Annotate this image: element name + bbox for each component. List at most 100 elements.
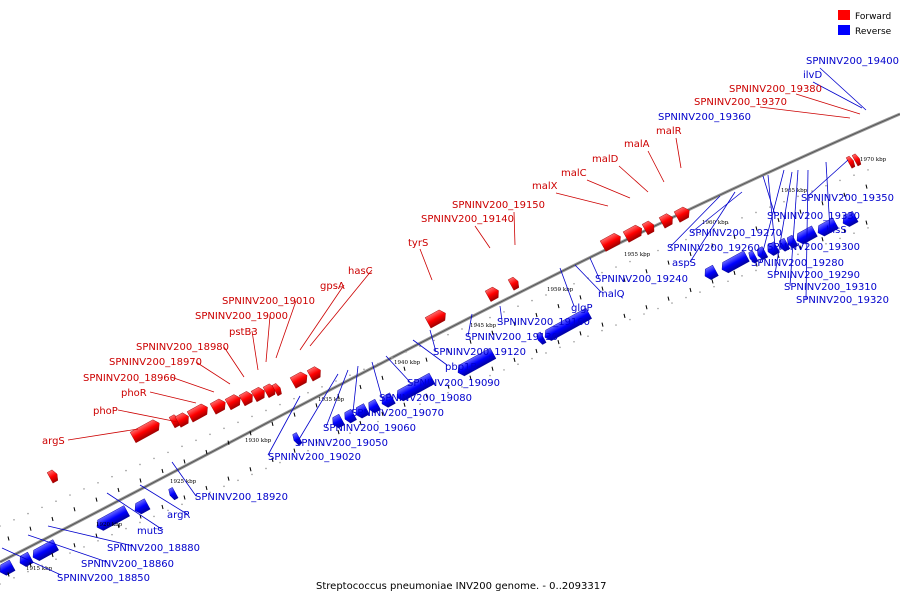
tick-mark: [95, 497, 98, 502]
leader-line: [251, 330, 259, 371]
gene-label: SPNINV200_18970: [109, 357, 202, 368]
tick-mark: [843, 228, 846, 234]
tick-mark: [447, 348, 450, 353]
leader-line: [265, 315, 271, 363]
track-dot: [377, 420, 379, 423]
leader-line: [767, 174, 776, 247]
tick-label: 1920 kbp: [96, 522, 123, 528]
reverse-gene: [842, 211, 859, 227]
reverse-gene: [344, 408, 357, 424]
tick-mark: [755, 226, 758, 231]
reverse-gene: [396, 372, 436, 402]
tick-mark: [271, 421, 274, 427]
gene-label: SPNINV200_19280: [751, 258, 844, 269]
tick-mark: [447, 384, 450, 389]
track-dot: [13, 518, 15, 521]
tick-mark: [359, 384, 362, 390]
leader-line: [117, 409, 179, 423]
leader-line: [789, 169, 799, 287]
gene-features: [0, 153, 862, 576]
tick-mark: [315, 439, 318, 444]
track-dot: [223, 427, 225, 430]
tick-mark: [29, 526, 32, 531]
gene-label: SPNINV200_19400: [806, 56, 899, 67]
track-dot: [545, 352, 547, 354]
track-dot: [307, 391, 309, 394]
track-dot: [69, 494, 71, 496]
gene-label: phoR: [121, 388, 147, 399]
tick-mark: [51, 552, 54, 558]
leader-line: [67, 428, 139, 441]
track-dot: [769, 264, 771, 266]
track-dot: [699, 233, 701, 235]
leader-line: [774, 171, 793, 275]
leader-line: [223, 346, 245, 378]
leader-line: [691, 191, 743, 233]
track-dot: [685, 238, 687, 241]
track-dot: [377, 362, 379, 365]
tick-mark: [359, 420, 362, 426]
track-dot: [727, 280, 729, 283]
tick-mark: [689, 251, 692, 257]
tick-mark: [579, 295, 582, 300]
reverse-gene: [134, 498, 151, 515]
track-dot: [139, 521, 141, 524]
track-dot: [349, 374, 351, 376]
tick-label: 1970 kbp: [860, 157, 887, 163]
tick-mark: [293, 448, 296, 453]
track-dot: [531, 357, 533, 360]
leader-line: [267, 395, 301, 456]
tick-mark: [7, 572, 10, 577]
forward-gene: [209, 398, 226, 415]
track-dot: [517, 363, 519, 366]
tick-mark: [271, 457, 274, 463]
reverse-gene: [332, 413, 345, 429]
tick-mark: [425, 357, 428, 362]
track-dot: [363, 426, 365, 429]
forward-gene: [599, 233, 621, 252]
track-dot: [545, 294, 547, 296]
leader-line: [819, 67, 867, 111]
tick-mark: [51, 516, 54, 522]
leader-line: [429, 329, 437, 353]
tick-mark: [557, 340, 560, 345]
gene-label: SPNINV200_19150: [452, 200, 545, 211]
track-dot: [461, 386, 463, 388]
tick-mark: [469, 375, 472, 380]
track-dot: [811, 190, 813, 192]
gene-label: SPNINV200_19000: [195, 311, 288, 322]
gene-label: hisS: [826, 225, 847, 236]
track-dot: [741, 217, 743, 219]
tick-mark: [73, 507, 76, 512]
gene-label: malC: [561, 168, 587, 179]
track-dot: [41, 506, 43, 509]
leader-line: [513, 211, 516, 246]
leader-line: [27, 534, 108, 563]
forward-gene: [658, 213, 673, 229]
tick-mark: [491, 366, 494, 371]
track-dot: [755, 269, 757, 272]
leader-line: [371, 361, 383, 399]
leader-line: [412, 339, 448, 366]
tick-mark: [469, 339, 472, 344]
leader-line: [195, 361, 231, 385]
track-dot: [195, 497, 197, 500]
track-dot: [531, 299, 533, 302]
tick-mark: [73, 543, 76, 548]
track-dot: [447, 391, 449, 394]
genome-backbone-core: [0, 113, 900, 563]
track-dot: [587, 335, 589, 337]
gene-label: SPNINV200_19070: [351, 408, 444, 419]
track-dot: [559, 346, 561, 349]
forward-gene: [46, 469, 59, 484]
tick-mark: [205, 485, 208, 491]
track-dot: [279, 403, 281, 406]
track-dot: [321, 386, 323, 388]
track-dot: [363, 368, 365, 371]
tick-label: 1925 kbp: [170, 479, 197, 485]
track-dot: [461, 328, 463, 330]
track-dot: [349, 432, 351, 434]
leader-line: [499, 305, 503, 322]
track-dot: [181, 445, 183, 448]
